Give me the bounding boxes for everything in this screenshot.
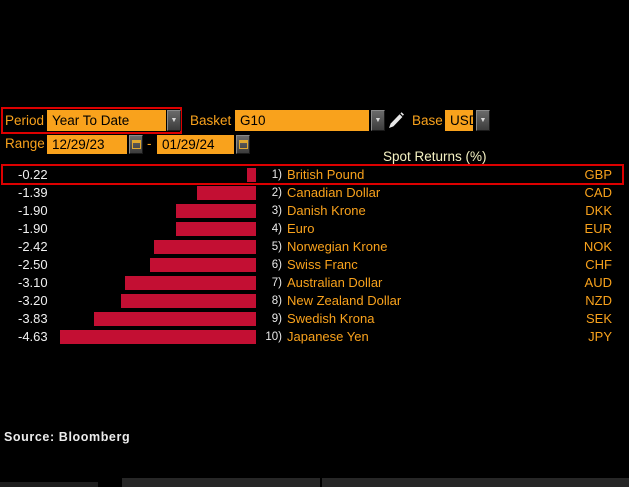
row-code: NZD bbox=[585, 293, 612, 308]
row-bar bbox=[246, 168, 256, 182]
chart-row[interactable]: -1.39 2) Canadian Dollar CAD bbox=[0, 184, 629, 202]
row-code: DKK bbox=[585, 203, 612, 218]
chart-row[interactable]: -2.50 6) Swiss Franc CHF bbox=[0, 256, 629, 274]
period-label: Period bbox=[5, 113, 45, 128]
row-code: NOK bbox=[583, 239, 612, 254]
row-value: -2.42 bbox=[18, 239, 48, 254]
row-label: Danish Krone bbox=[287, 203, 366, 218]
row-rank: 8) bbox=[271, 295, 282, 307]
row-value: -3.10 bbox=[18, 275, 48, 290]
bottom-bar-segment-right bbox=[322, 478, 629, 487]
chart-row[interactable]: -1.90 4) Euro EUR bbox=[0, 220, 629, 238]
pencil-icon bbox=[389, 112, 404, 128]
row-value: -3.20 bbox=[18, 293, 48, 308]
period-select[interactable]: Year To Date bbox=[47, 110, 166, 131]
chart-row[interactable]: -1.90 3) Danish Krone DKK bbox=[0, 202, 629, 220]
row-code: EUR bbox=[584, 221, 612, 236]
chevron-down-icon: ▼ bbox=[374, 117, 382, 124]
row-label: Euro bbox=[287, 221, 315, 236]
range-end-input[interactable]: 01/29/24 bbox=[157, 135, 234, 154]
row-code: GBP bbox=[584, 167, 612, 182]
row-rank: 7) bbox=[271, 277, 282, 289]
row-code: AUD bbox=[584, 275, 612, 290]
row-label: Japanese Yen bbox=[287, 329, 369, 344]
row-label: Swedish Krona bbox=[287, 311, 375, 326]
row-bar bbox=[120, 294, 256, 308]
row-bar bbox=[175, 222, 256, 236]
row-rank: 10) bbox=[265, 331, 282, 343]
base-label: Base bbox=[412, 113, 443, 128]
chevron-down-icon: ▼ bbox=[479, 117, 487, 124]
calendar-icon bbox=[238, 140, 248, 149]
row-rank: 6) bbox=[271, 259, 282, 271]
basket-dropdown-button[interactable]: ▼ bbox=[371, 110, 385, 131]
row-bar bbox=[150, 258, 256, 272]
bottom-bar-segment-middle bbox=[122, 478, 320, 487]
row-value: -0.22 bbox=[18, 167, 48, 182]
base-dropdown-button[interactable]: ▼ bbox=[476, 110, 490, 131]
row-code: SEK bbox=[585, 311, 612, 326]
range-label: Range bbox=[5, 136, 45, 151]
row-label: Norwegian Krone bbox=[287, 239, 388, 254]
base-select[interactable]: USD bbox=[445, 110, 473, 131]
row-code: CAD bbox=[584, 185, 612, 200]
row-bar bbox=[197, 186, 256, 200]
range-end-calendar-button[interactable] bbox=[236, 135, 250, 154]
period-dropdown-button[interactable]: ▼ bbox=[167, 110, 181, 131]
row-bar bbox=[60, 330, 256, 344]
calendar-icon bbox=[131, 140, 141, 149]
row-label: New Zealand Dollar bbox=[287, 293, 402, 308]
chart-row[interactable]: -3.83 9) Swedish Krona SEK bbox=[0, 310, 629, 328]
chart-row[interactable]: -3.10 7) Australian Dollar AUD bbox=[0, 274, 629, 292]
row-bar bbox=[124, 276, 256, 290]
row-label: Swiss Franc bbox=[287, 257, 358, 272]
row-label: British Pound bbox=[287, 167, 365, 182]
row-rank: 3) bbox=[271, 205, 282, 217]
source-attribution: Source: Bloomberg bbox=[4, 430, 131, 444]
chart-row[interactable]: -4.63 10) Japanese Yen JPY bbox=[0, 328, 629, 346]
row-code: JPY bbox=[588, 329, 612, 344]
row-value: -3.83 bbox=[18, 311, 48, 326]
chart-title: Spot Returns (%) bbox=[383, 149, 487, 164]
row-value: -1.39 bbox=[18, 185, 48, 200]
row-label: Canadian Dollar bbox=[287, 185, 381, 200]
row-bar bbox=[153, 240, 256, 254]
basket-label: Basket bbox=[190, 113, 232, 128]
range-start-calendar-button[interactable] bbox=[129, 135, 143, 154]
row-code: CHF bbox=[585, 257, 612, 272]
basket-select[interactable]: G10 bbox=[235, 110, 369, 131]
chart-row[interactable]: -3.20 8) New Zealand Dollar NZD bbox=[0, 292, 629, 310]
range-separator: - bbox=[147, 136, 152, 151]
row-rank: 4) bbox=[271, 223, 282, 235]
row-value: -4.63 bbox=[18, 329, 48, 344]
row-label: Australian Dollar bbox=[287, 275, 383, 290]
chart-row[interactable]: -2.42 5) Norwegian Krone NOK bbox=[0, 238, 629, 256]
row-rank: 1) bbox=[271, 169, 282, 181]
range-start-input[interactable]: 12/29/23 bbox=[47, 135, 127, 154]
row-bar bbox=[93, 312, 256, 326]
row-rank: 2) bbox=[271, 187, 282, 199]
chart-row[interactable]: -0.22 1) British Pound GBP bbox=[0, 166, 629, 184]
row-value: -1.90 bbox=[18, 221, 48, 236]
chevron-down-icon: ▼ bbox=[170, 117, 178, 124]
row-rank: 9) bbox=[271, 313, 282, 325]
row-value: -1.90 bbox=[18, 203, 48, 218]
edit-basket-button[interactable] bbox=[388, 111, 404, 129]
row-value: -2.50 bbox=[18, 257, 48, 272]
row-bar bbox=[175, 204, 256, 218]
bottom-bar-segment-left bbox=[0, 482, 98, 487]
row-rank: 5) bbox=[271, 241, 282, 253]
